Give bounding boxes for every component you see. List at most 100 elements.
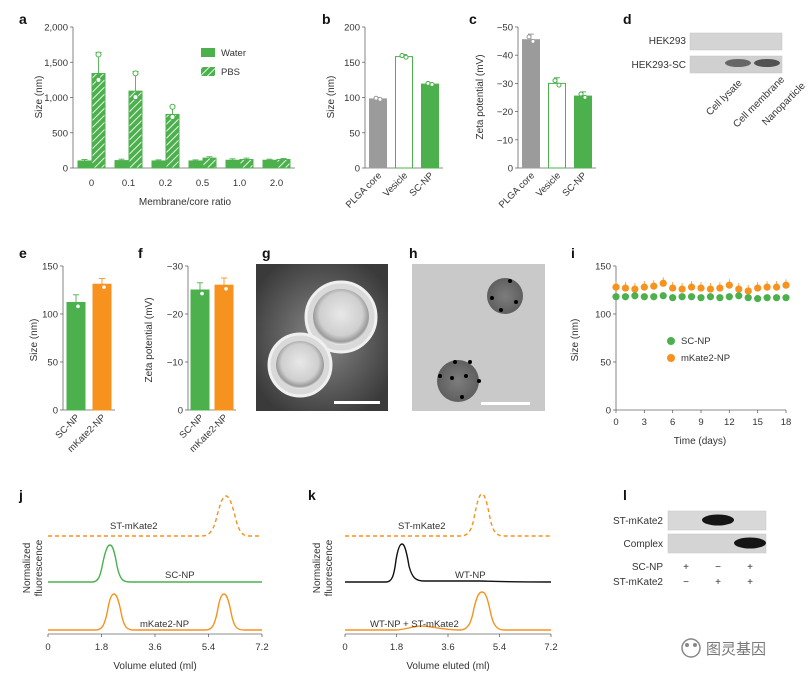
- blot-l-mark-scnp-1: +: [683, 562, 689, 573]
- panel-letter-g: g: [262, 245, 271, 261]
- legend-scnp-label: SC-NP: [681, 336, 711, 347]
- chart-i-point-mkate2np: [697, 284, 705, 292]
- legend-scnp-marker: [667, 337, 675, 345]
- blot-l-row-st-mkate2: ST-mKate2: [613, 516, 663, 527]
- chart-i-point-scnp: [706, 293, 715, 301]
- watermark: 图灵基因: [681, 638, 766, 658]
- panel-letter-c: c: [469, 11, 477, 27]
- tem-h-background: [412, 264, 545, 411]
- chart-c-replicate: [530, 38, 536, 44]
- blot-l-band-st-mkate2: [702, 514, 734, 526]
- chart-i-ytick-label: 100: [595, 310, 611, 321]
- chart-j-ylabel-line2: fluorescence: [34, 539, 45, 596]
- chart-i-xtick-label: 18: [781, 417, 792, 428]
- chart-i-point-scnp: [754, 295, 762, 303]
- chart-j-ylabel-line1: Normalized: [22, 543, 33, 594]
- chart-j-xtick-label: 1.8: [95, 642, 108, 653]
- chart-a-xtick-label: 0.5: [196, 178, 209, 189]
- chart-f-ytick-label: 0: [178, 406, 183, 417]
- tem-image-g: [256, 264, 388, 411]
- chart-j-xtick-label: 3.6: [148, 642, 161, 653]
- chart-b-replicate: [425, 80, 431, 86]
- chart-c-ytick-label: −20: [497, 107, 513, 118]
- chart-c-bar: [574, 95, 592, 169]
- chart-j-xlabel: Volume eluted (ml): [113, 661, 196, 672]
- blot-d-band-nanoparticle: [754, 59, 780, 67]
- chart-a-pbs-replicate: [132, 70, 139, 77]
- chart-i-point-scnp: [621, 293, 630, 301]
- chart-e-bar: [92, 283, 112, 411]
- chart-e-bar: [66, 301, 86, 411]
- chart-a-water-bar: [188, 160, 203, 169]
- chart-c-xtick-label: Vesicle: [534, 170, 563, 199]
- chart-b-ytick-label: 200: [344, 23, 360, 34]
- blot-l-band-complex: [734, 537, 766, 549]
- panel-letter-d: d: [623, 11, 632, 27]
- chart-a-water-bar: [262, 159, 277, 169]
- chart-i-point-mkate2np: [744, 287, 752, 295]
- watermark-text: 图灵基因: [706, 641, 766, 658]
- chart-a-xtick-label: 0: [89, 178, 94, 189]
- chart-a-xtick-label: 2.0: [270, 178, 283, 189]
- chart-b-bar: [369, 98, 387, 169]
- chart-c-xtick-label: SC-NP: [560, 170, 589, 199]
- chart-k-xtick-label: 7.2: [544, 642, 557, 653]
- chart-a-pbs-replicate: [132, 94, 139, 101]
- panel-letter-i: i: [571, 245, 575, 261]
- chart-i-point-mkate2np: [669, 284, 677, 292]
- chart-e-replicate: [71, 297, 75, 302]
- label-j-scnp: SC-NP: [165, 570, 195, 581]
- chart-i-ytick-label: 0: [606, 406, 611, 417]
- chart-i-point-scnp: [678, 293, 686, 301]
- chart-a-pbs-bar: [239, 159, 254, 169]
- blot-d-band-membrane: [725, 59, 751, 67]
- legend-mkate2np-label: mKate2-NP: [681, 353, 730, 364]
- chart-a-xtick-label: 1.0: [233, 178, 246, 189]
- legend-pbs-label: PBS: [221, 67, 240, 78]
- panel-letter-b: b: [322, 11, 331, 27]
- chart-i-point-scnp: [650, 293, 658, 301]
- chart-c-ytick-label: −40: [497, 51, 513, 62]
- legend-pbs-swatch: [201, 67, 215, 76]
- chart-k-xtick-label: 5.4: [493, 642, 506, 653]
- chart-f-ytick-label: −10: [167, 358, 183, 369]
- chart-i-point-mkate2np: [706, 285, 715, 293]
- chart-k-xlabel: Volume eluted (ml): [406, 661, 489, 672]
- chart-a-xtick-label: 0.2: [159, 178, 172, 189]
- chart-c-replicate: [552, 78, 558, 84]
- blot-l-mark-stm-1: −: [683, 577, 689, 588]
- chart-a-pbs-bar: [128, 90, 143, 169]
- chart-a-pbs-replicate: [169, 103, 176, 110]
- chart-i-ytick-label: 50: [600, 358, 611, 369]
- chart-f-ylabel: Zeta potential (mV): [144, 297, 155, 382]
- chart-i-point-scnp: [640, 293, 648, 301]
- blot-d-row-hek293sc: HEK293-SC: [632, 60, 686, 71]
- panel-letter-j: j: [18, 487, 23, 503]
- blot-d-col-lysate: Cell lysate: [704, 77, 745, 118]
- chart-c-ytick-label: −50: [497, 23, 513, 34]
- chart-i-point-scnp: [763, 294, 771, 302]
- tem-g-particle-1: [313, 289, 369, 345]
- trace-k-st-mkate2: [345, 493, 551, 537]
- chart-f-replicate: [195, 285, 199, 289]
- chart-i-point-scnp: [772, 294, 781, 302]
- chart-e-ytick-label: 50: [47, 358, 58, 369]
- chart-i-point-mkate2np: [659, 279, 667, 287]
- chart-i-ylabel: Size (nm): [570, 319, 581, 362]
- chart-a-ytick-label: 1,000: [44, 93, 68, 104]
- blot-l-mark-scnp-3: +: [747, 562, 753, 573]
- chart-a-pbs-replicate: [95, 51, 102, 58]
- panel-letter-k: k: [308, 487, 316, 503]
- chart-c-replicate: [556, 82, 562, 88]
- watermark-logo-icon: [681, 638, 701, 658]
- chart-j-xtick-label: 5.4: [202, 642, 215, 653]
- blot-l-row-complex: Complex: [624, 539, 663, 550]
- chart-i-point-scnp: [631, 292, 639, 300]
- chart-i-point-mkate2np: [763, 283, 771, 291]
- chart-i-point-mkate2np: [782, 281, 790, 289]
- chart-c-xtick-label: PLGA core: [497, 170, 537, 210]
- chart-e-ytick-label: 0: [53, 406, 58, 417]
